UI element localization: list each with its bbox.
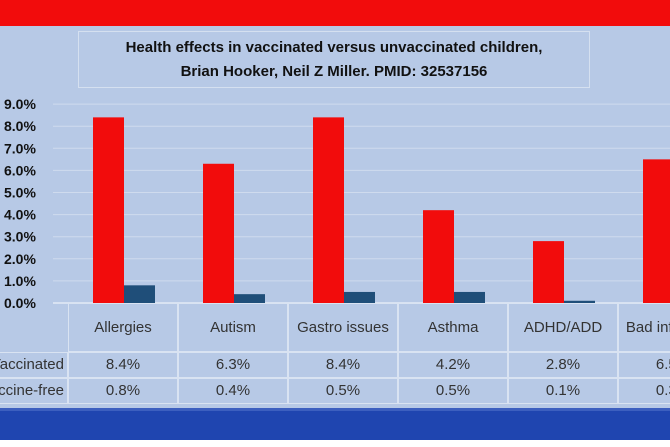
category-label: ADHD/ADD bbox=[508, 303, 618, 352]
bar-chart: 0.0% 1.0% 2.0% 3.0% 4.0% 5.0% 6.0% 7.0% 8.0% 9.0% bbox=[4, 96, 670, 310]
bar-vaccinated bbox=[423, 210, 454, 303]
y-tick-label: 6.0% bbox=[4, 162, 36, 178]
y-tick-label: 1.0% bbox=[4, 273, 36, 289]
y-tick-label: 2.0% bbox=[4, 251, 36, 267]
chart-title: Health effects in vaccinated versus unva… bbox=[78, 31, 590, 88]
bar-vaccine-free bbox=[124, 285, 155, 303]
table-value: 8.4% bbox=[68, 352, 178, 378]
bottom-white-strip bbox=[0, 440, 670, 447]
bar-vaccine-free bbox=[344, 291, 375, 303]
table-value: 0.5% bbox=[398, 378, 508, 404]
row-label-vaccinated: Vaccinated bbox=[0, 352, 68, 378]
bar-vaccinated bbox=[643, 159, 670, 303]
table-value: 0.1% bbox=[508, 378, 618, 404]
y-tick-label: 3.0% bbox=[4, 229, 36, 245]
title-line-2: Brian Hooker, Neil Z Miller. PMID: 32537… bbox=[180, 63, 488, 80]
category-label: Asthma bbox=[398, 303, 508, 352]
title-line-1: Health effects in vaccinated versus unva… bbox=[125, 39, 543, 56]
bar-vaccinated bbox=[203, 163, 234, 303]
bar-vaccinated bbox=[533, 241, 564, 303]
table-value: 2.8% bbox=[508, 352, 618, 378]
category-label: Autism bbox=[178, 303, 288, 352]
bar-vaccinated bbox=[93, 117, 124, 303]
y-tick-label: 8.0% bbox=[4, 118, 36, 134]
table-value: 0.3% bbox=[618, 378, 670, 404]
table-value: 0.5% bbox=[288, 378, 398, 404]
top-red-band bbox=[0, 0, 670, 26]
bar-vaccine-free bbox=[564, 300, 595, 303]
table-value: 6.5% bbox=[618, 352, 670, 378]
category-label: Gastro issues bbox=[288, 303, 398, 352]
y-tick-label: 4.0% bbox=[4, 207, 36, 223]
bottom-blue-band bbox=[0, 408, 670, 443]
category-label: Bad infections bbox=[618, 303, 670, 352]
y-tick-label: 9.0% bbox=[4, 96, 36, 112]
y-tick-label: 0.0% bbox=[4, 295, 36, 310]
table-value: 6.3% bbox=[178, 352, 288, 378]
y-tick-label: 7.0% bbox=[4, 140, 36, 156]
table-value: 4.2% bbox=[398, 352, 508, 378]
y-tick-label: 5.0% bbox=[4, 185, 36, 201]
bar-vaccine-free bbox=[234, 294, 265, 303]
table-value: 0.8% bbox=[68, 378, 178, 404]
table-value: 0.4% bbox=[178, 378, 288, 404]
bar-vaccine-free bbox=[454, 291, 485, 303]
bar-vaccinated bbox=[313, 117, 344, 303]
category-label: Allergies bbox=[68, 303, 178, 352]
row-label-vaccine-free: Vaccine-free bbox=[0, 378, 68, 404]
table-value: 8.4% bbox=[288, 352, 398, 378]
